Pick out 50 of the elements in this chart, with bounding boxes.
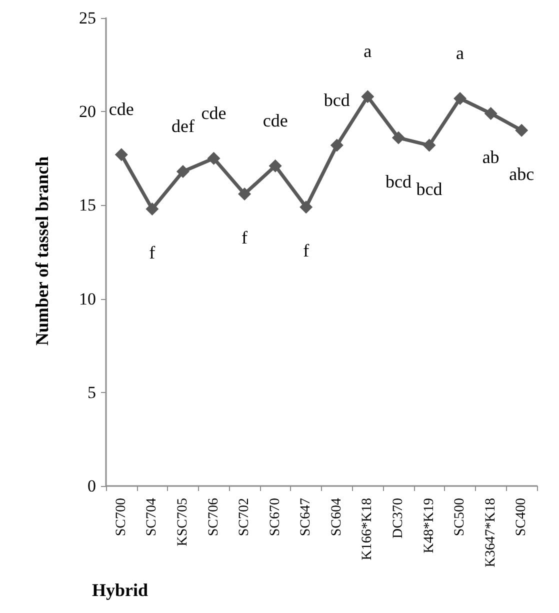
data-label: f: [303, 240, 310, 261]
point: [207, 152, 220, 165]
data-label: a: [364, 41, 372, 62]
y-tick-label: 5: [88, 382, 96, 402]
x-tick-label: K3647*K18: [483, 498, 498, 568]
point: [392, 131, 405, 144]
x-tick-label: SC500: [452, 498, 468, 536]
point: [268, 159, 282, 172]
y-tick-label: 0: [88, 476, 96, 496]
point: [422, 138, 436, 152]
x-tick-label: SC647: [298, 498, 314, 536]
x-tick-label: KSC705: [175, 498, 190, 546]
data-label: f: [242, 227, 248, 248]
data-label: cde: [201, 102, 226, 123]
point: [114, 148, 128, 162]
x-tick-label: SC706: [206, 498, 222, 536]
data-label: def: [171, 116, 194, 136]
data-label: abc: [509, 164, 534, 184]
data-label: bcd: [416, 178, 442, 199]
data-label: bcd: [324, 90, 350, 110]
data-label: cde: [262, 110, 288, 130]
point: [361, 90, 374, 104]
point: [238, 187, 252, 200]
x-tick-label: SC604: [329, 498, 344, 536]
point: [484, 106, 498, 120]
x-tick-label: DC370: [390, 498, 406, 538]
x-tick-label: SC702: [237, 498, 252, 536]
y-tick-label: 15: [79, 196, 96, 215]
data-label: bcd: [385, 171, 412, 192]
x-tick-label: SC700: [114, 498, 129, 536]
point: [146, 202, 159, 216]
x-tick-label: SC704: [144, 498, 160, 536]
data-label: a: [456, 42, 464, 63]
point: [330, 138, 344, 152]
x-tick-label: K48*K19: [422, 498, 437, 554]
y-tick-label: 20: [79, 102, 96, 122]
x-tick-label: K166*K18: [360, 498, 376, 560]
x-tick-label: SC670: [268, 498, 283, 536]
point: [454, 92, 467, 105]
point: [176, 165, 190, 178]
point: [300, 200, 313, 214]
data-label: cde: [108, 99, 134, 120]
data-label: f: [149, 242, 156, 262]
y-tick-label: 25: [79, 8, 96, 28]
x-axis-title: Hybrid: [92, 580, 148, 600]
x-tick-label: SC400: [514, 498, 530, 536]
point: [515, 124, 528, 137]
y-axis-title: Number of tassel branch: [32, 156, 52, 346]
data-label: ab: [482, 146, 500, 167]
y-tick-label: 10: [79, 289, 96, 308]
